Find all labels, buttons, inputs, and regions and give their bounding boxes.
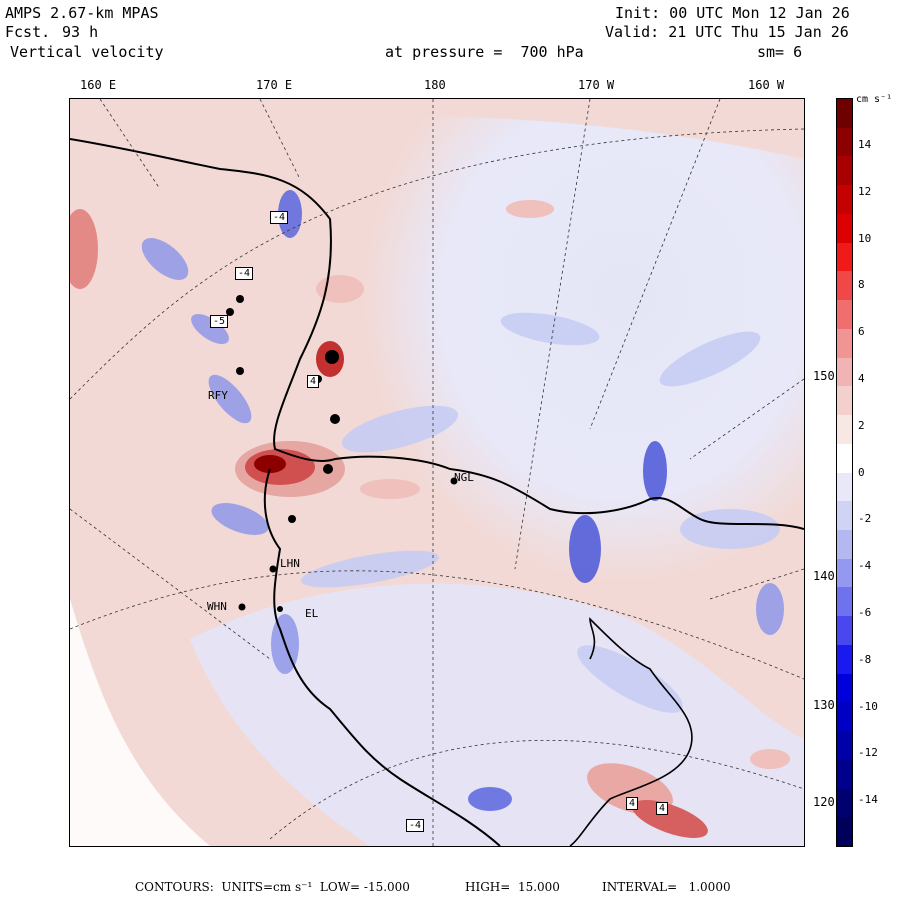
updraft-patches	[70, 200, 790, 838]
colorbar-segment	[837, 501, 852, 531]
coastline	[70, 138, 804, 530]
colorbar-segment	[837, 587, 852, 617]
contour-box: 4	[656, 802, 669, 815]
forecast-label: Fcst.	[5, 23, 51, 41]
colorbar-tick-label: -10	[858, 699, 878, 713]
coastline-south	[263, 468, 501, 846]
field-name: Vertical velocity	[10, 43, 164, 61]
ice-shelf-edge	[569, 617, 693, 846]
colorbar-units: cm s⁻¹	[856, 94, 893, 105]
colorbar-segment	[837, 529, 852, 559]
lon-label-180: 180	[424, 78, 446, 92]
colorbar-tick-label: 8	[858, 278, 865, 292]
colorbar-segment	[837, 328, 852, 358]
colorbar-tick-label: 2	[858, 418, 865, 432]
downdraft-patches	[141, 190, 784, 811]
colorbar-segment	[837, 300, 852, 330]
footer-high: HIGH= 15.000	[465, 880, 560, 894]
station-label-el: EL	[305, 607, 319, 620]
smoothing: sm= 6	[757, 43, 803, 61]
colorbar-segment	[837, 731, 852, 761]
colorbar-segment	[837, 788, 852, 818]
colorbar-tick-label: -8	[858, 652, 872, 666]
lon-label-160w: 160 W	[748, 78, 785, 92]
map-panel[interactable]: NGL LHN WHN EL RFY -4 -4 -5 4 -4 4 4	[69, 98, 805, 847]
station-label-lhn: LHN	[280, 557, 300, 570]
colorbar-tick-label: -4	[858, 559, 872, 573]
colorbar-segment	[837, 99, 852, 128]
colorbar-segment	[837, 386, 852, 416]
colorbar-segment	[837, 415, 852, 445]
colorbar-tick-label: -14	[858, 793, 878, 807]
colorbar-segment	[837, 558, 852, 588]
colorbar-segment	[837, 673, 852, 703]
colorbar-segment	[837, 127, 852, 157]
contour-box: 4	[307, 375, 320, 388]
colorbar-segment	[837, 644, 852, 674]
lon-label-170w: 170 W	[578, 78, 615, 92]
station-label-ngl: NGL	[454, 471, 474, 484]
lon-label-170e: 170 E	[256, 78, 293, 92]
footer-interval: INTERVAL= 1.0000	[602, 880, 731, 894]
forecast-hours: 93 h	[62, 23, 99, 41]
model-title: AMPS 2.67-km MPAS	[5, 4, 159, 22]
colorbar-tick-label: 6	[858, 325, 865, 339]
colorbar-segment	[837, 443, 852, 473]
colorbar-segment	[837, 817, 852, 847]
station-dots	[226, 295, 458, 612]
contour-box: -4	[235, 267, 254, 280]
contour-box: -4	[270, 211, 289, 224]
init-time: Init: 00 UTC Mon 12 Jan 26	[615, 4, 850, 22]
colorbar	[836, 98, 853, 847]
vertical-velocity-map	[70, 99, 804, 846]
colorbar-segment	[837, 702, 852, 732]
footer-contours: CONTOURS: UNITS=cm s⁻¹ LOW= -15.000	[135, 880, 410, 894]
colorbar-segment	[837, 759, 852, 789]
colorbar-segment	[837, 242, 852, 272]
colorbar-tick-label: 0	[858, 465, 865, 479]
contour-box: -5	[210, 315, 229, 328]
contour-box: -4	[406, 819, 425, 832]
colorbar-segment	[837, 616, 852, 646]
station-label-whn: WHN	[207, 600, 227, 613]
colorbar-segment	[837, 185, 852, 215]
colorbar-tick-label: 12	[858, 184, 872, 198]
valid-time: Valid: 21 UTC Thu 15 Jan 26	[605, 23, 849, 41]
colorbar-tick-label: -6	[858, 606, 872, 619]
lon-label-160e: 160 E	[80, 78, 117, 92]
colorbar-segment	[837, 357, 852, 387]
graticule	[70, 99, 804, 846]
colorbar-tick-label: -12	[858, 746, 878, 760]
colorbar-tick-label: -2	[858, 512, 872, 526]
colorbar-segment	[837, 472, 852, 502]
weak-downdraft-patches	[301, 312, 780, 713]
colorbar-segment	[837, 213, 852, 243]
contour-box: 4	[626, 797, 639, 810]
colorbar-tick-label: 10	[858, 231, 872, 245]
colorbar-segment	[837, 156, 852, 186]
pressure-level: at pressure = 700 hPa	[385, 43, 584, 61]
colorbar-segment	[837, 271, 852, 301]
station-label-rfy: RFY	[208, 389, 228, 402]
colorbar-tick-label: 4	[858, 372, 865, 385]
colorbar-tick-label: 14	[858, 138, 872, 151]
